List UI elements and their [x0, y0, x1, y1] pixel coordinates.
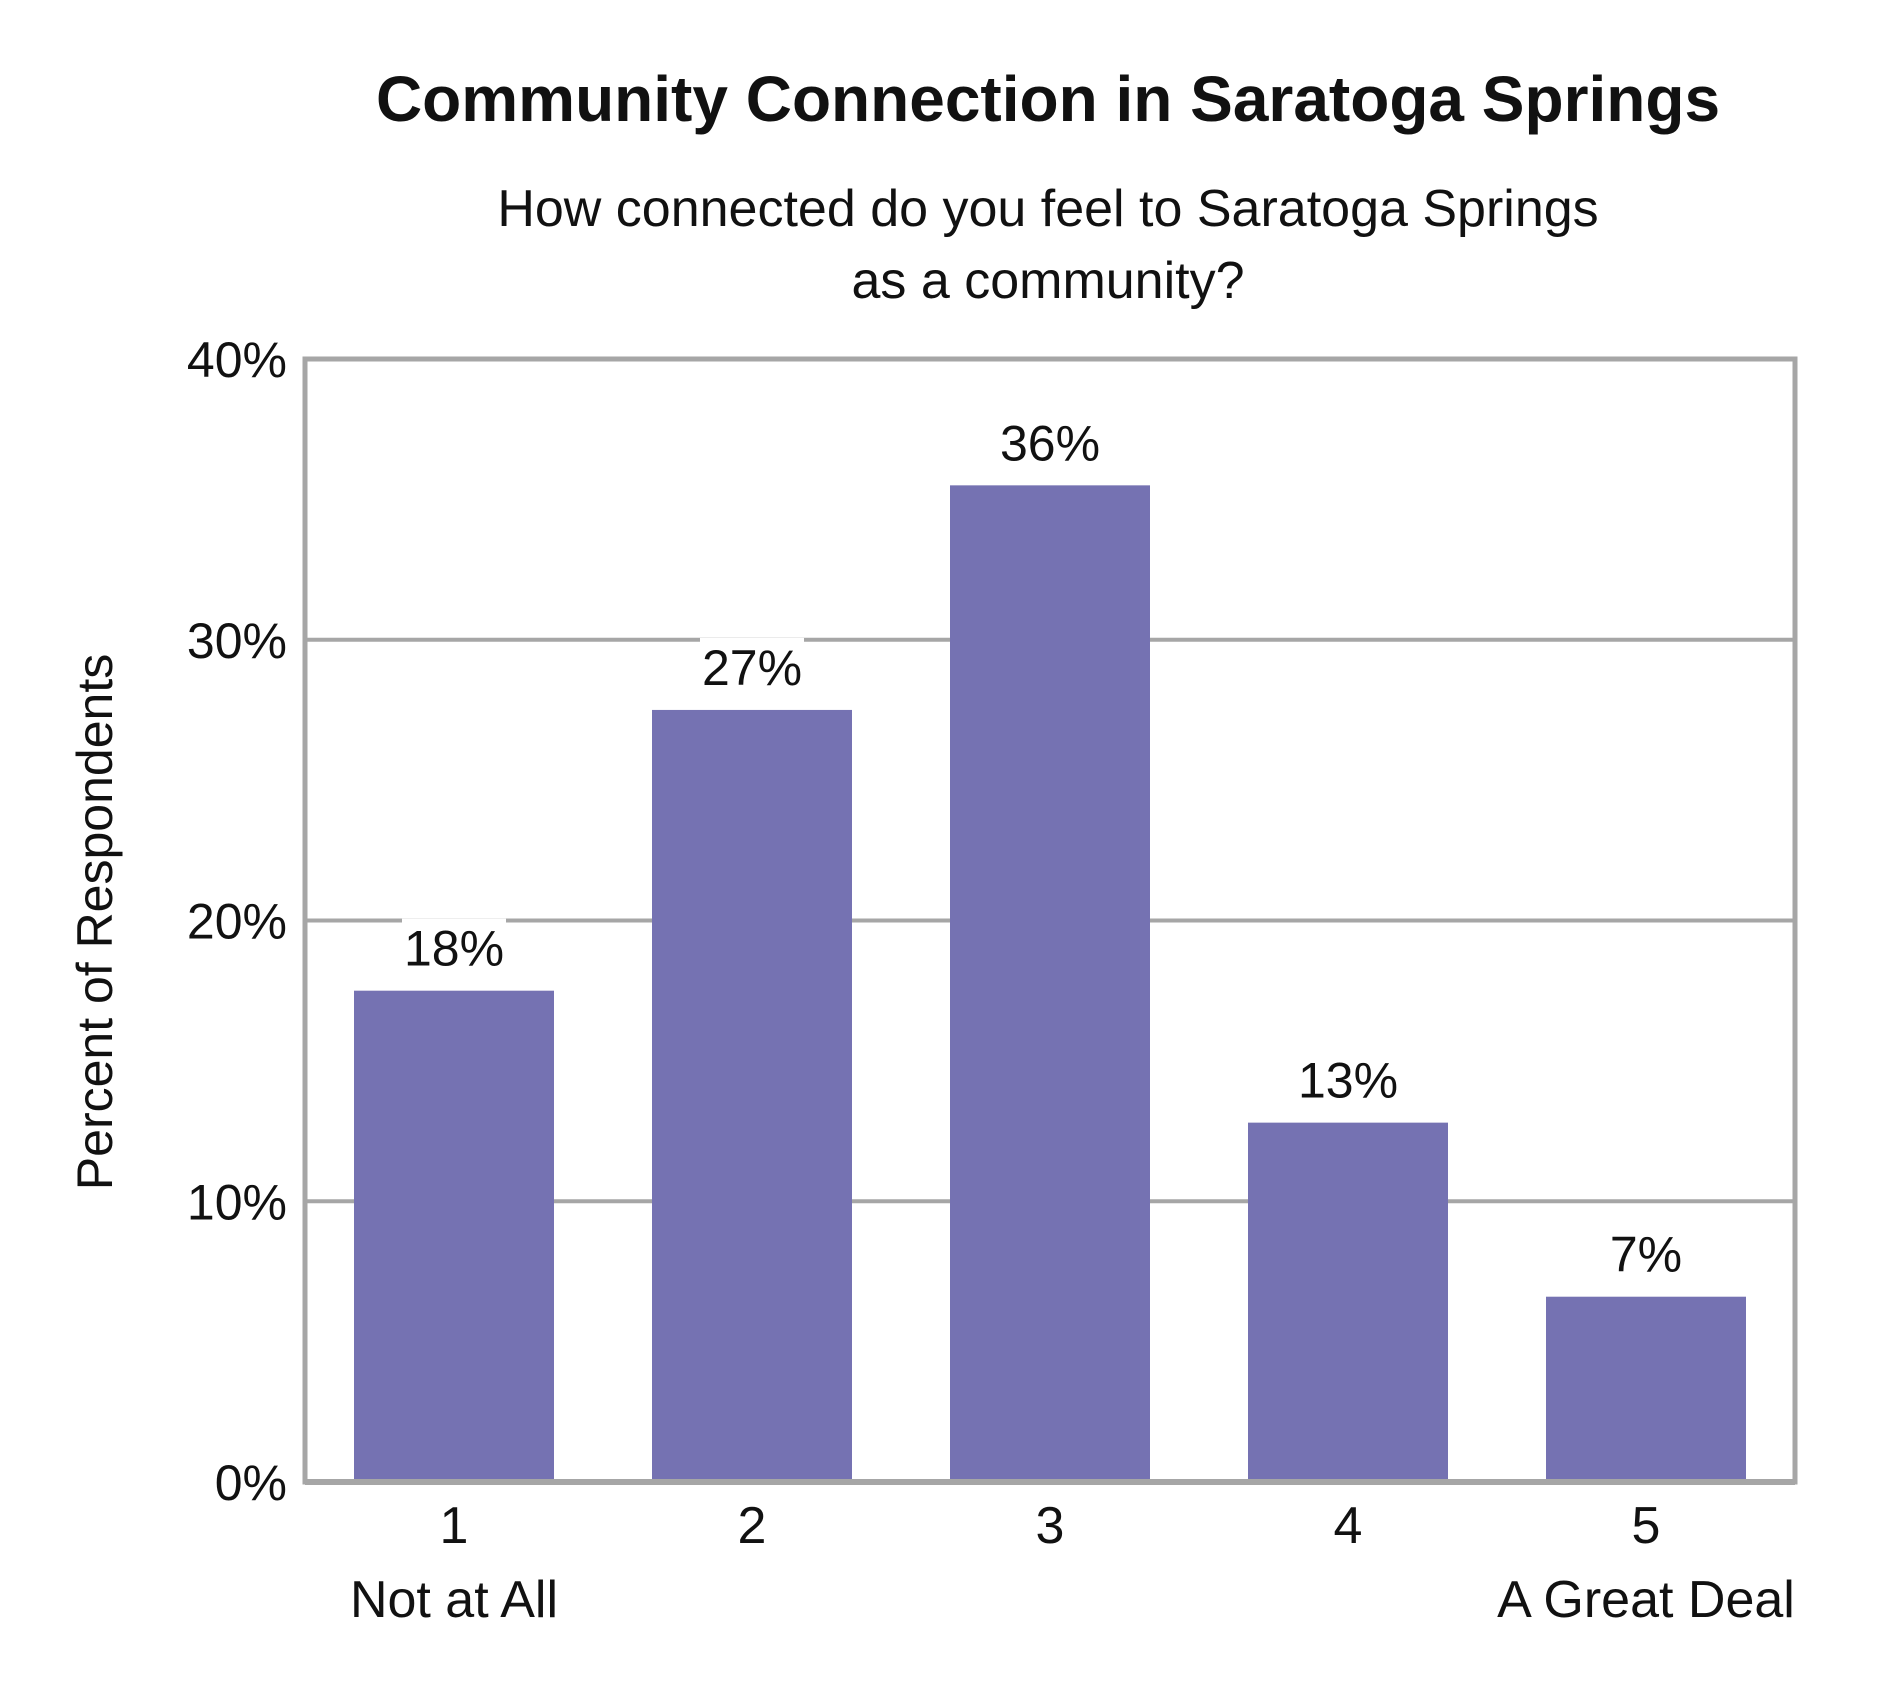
data-label: 13%	[1298, 1053, 1398, 1109]
data-label: 18%	[404, 921, 504, 977]
x-tick-label: 5	[1632, 1497, 1661, 1555]
data-label: 27%	[702, 640, 802, 696]
y-tick-label: 40%	[187, 332, 287, 388]
data-label: 36%	[1000, 415, 1100, 471]
x-tick-label: 1	[440, 1497, 469, 1555]
data-label-background	[402, 918, 506, 977]
bars	[354, 485, 1746, 1482]
plot-frame	[302, 356, 1798, 1485]
data-label-background	[998, 413, 1102, 472]
chart-subtitle-line-2: as a community?	[851, 252, 1244, 310]
bar	[652, 709, 852, 1482]
x-tick-label: 2	[738, 1497, 767, 1555]
x-tick-label: 4	[1334, 1497, 1363, 1555]
y-tick-labels: 0% 10% 20% 30% 40%	[187, 332, 287, 1511]
data-labels: 18% 27% 36% 13% 7%	[402, 413, 1684, 1283]
x-category-sublabel: Not at All	[350, 1571, 558, 1629]
bar	[354, 990, 554, 1482]
chart-title: Community Connection in Saratoga Springs	[376, 63, 1720, 135]
bar	[1248, 1122, 1448, 1482]
y-tick-label: 0%	[215, 1455, 287, 1511]
y-tick-label: 10%	[187, 1174, 287, 1230]
x-tick-labels: 1 Not at All 2 3 4 5 A Great Deal	[350, 1497, 1795, 1629]
x-tick-label: 3	[1036, 1497, 1065, 1555]
chart-subtitle-line-1: How connected do you feel to Saratoga Sp…	[497, 180, 1598, 238]
y-tick-label: 30%	[187, 613, 287, 669]
data-label-background	[700, 637, 804, 696]
bar	[950, 485, 1150, 1482]
data-label: 7%	[1610, 1227, 1682, 1283]
data-label-background	[1608, 1224, 1684, 1283]
y-tick-label: 20%	[187, 894, 287, 950]
bar	[1546, 1296, 1746, 1482]
y-axis-label: Percent of Respondents	[67, 654, 123, 1190]
data-label-background	[1296, 1050, 1400, 1109]
x-category-sublabel: A Great Deal	[1497, 1571, 1795, 1629]
